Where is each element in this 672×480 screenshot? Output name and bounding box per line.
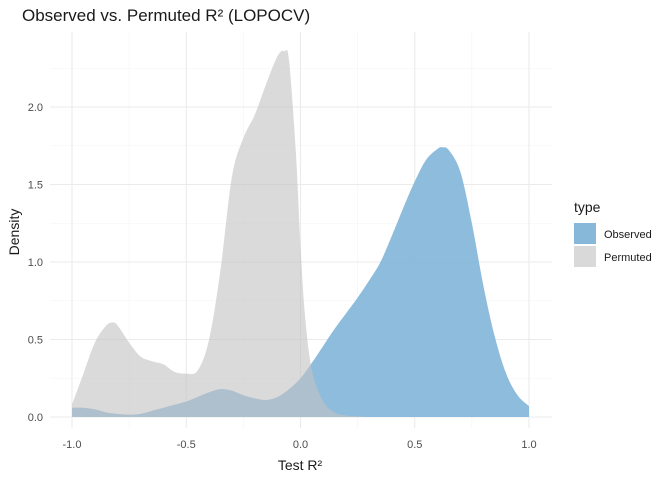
y-tick-label: 1.5 bbox=[28, 180, 43, 192]
x-axis-ticks: -1.0 -0.5 0.0 0.5 1.0 bbox=[63, 439, 537, 451]
area-permuted bbox=[72, 49, 370, 418]
y-tick-label: 1.0 bbox=[28, 257, 43, 269]
x-tick-label: 1.0 bbox=[521, 439, 536, 451]
x-tick-label: -0.5 bbox=[177, 439, 196, 451]
legend-label-observed: Observed bbox=[604, 229, 652, 241]
legend: type Observed Permuted bbox=[574, 199, 652, 267]
legend-title: type bbox=[574, 199, 601, 215]
x-tick-label: 0.0 bbox=[293, 439, 308, 451]
y-tick-label: 0.5 bbox=[28, 335, 43, 347]
x-axis-label: Test R² bbox=[278, 457, 323, 473]
x-tick-label: -1.0 bbox=[63, 439, 82, 451]
x-tick-label: 0.5 bbox=[407, 439, 422, 451]
y-axis-ticks: 0.0 0.5 1.0 1.5 2.0 bbox=[28, 102, 43, 424]
chart-title: Observed vs. Permuted R² (LOPOCV) bbox=[22, 6, 310, 25]
y-axis-label: Density bbox=[6, 209, 22, 256]
plot-area bbox=[72, 49, 529, 418]
y-tick-label: 2.0 bbox=[28, 102, 43, 114]
y-tick-label: 0.0 bbox=[28, 412, 43, 424]
legend-key-permuted bbox=[574, 246, 596, 267]
legend-label-permuted: Permuted bbox=[604, 252, 652, 264]
area-observed bbox=[72, 147, 529, 417]
legend-key-observed bbox=[574, 223, 596, 244]
